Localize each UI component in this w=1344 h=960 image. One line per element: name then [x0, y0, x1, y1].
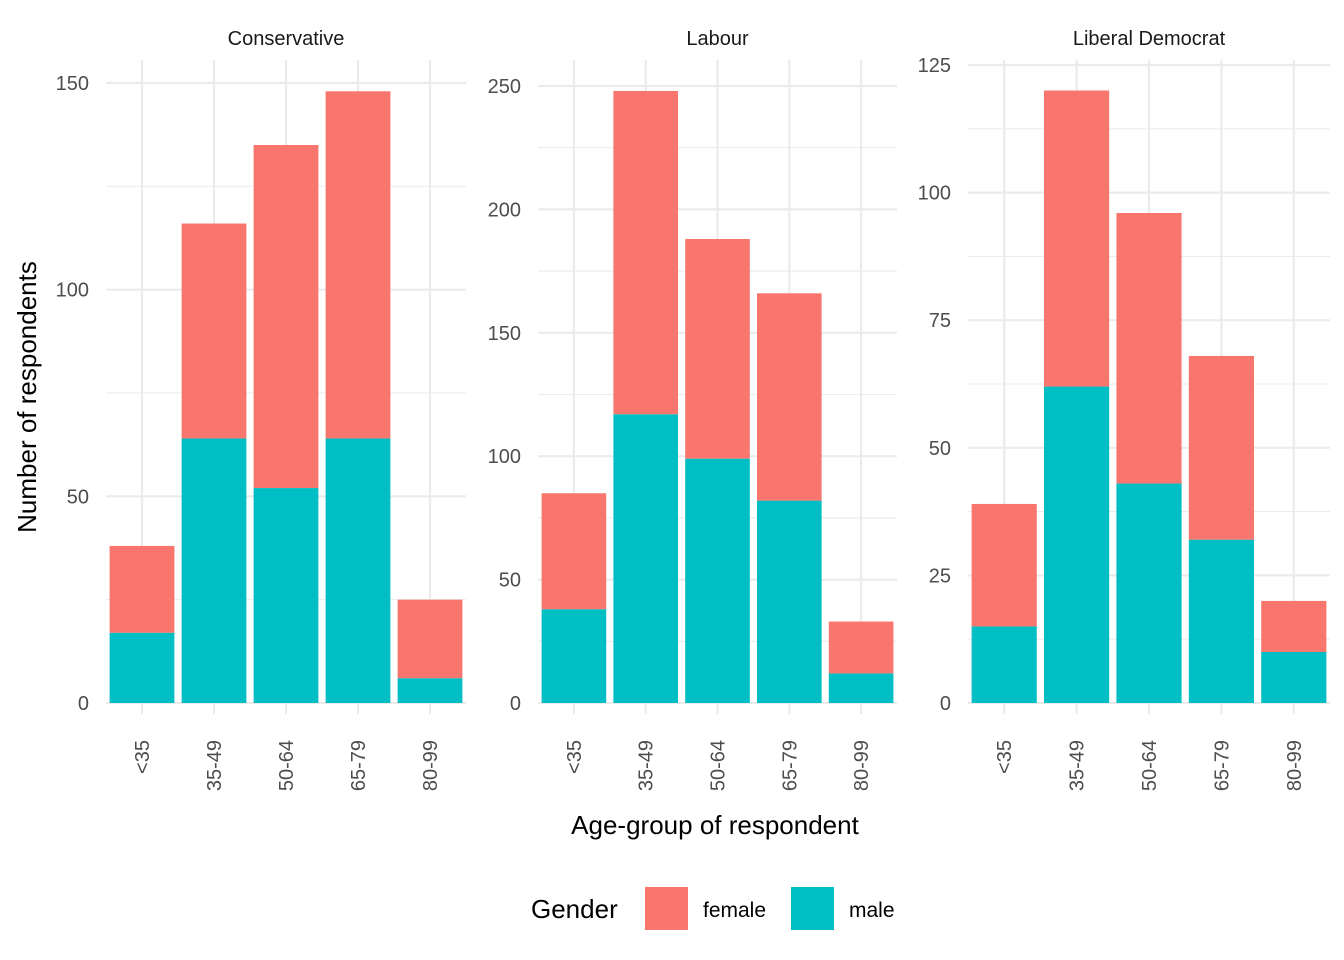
- bar-male: [1261, 651, 1327, 703]
- y-tick-label: 50: [499, 570, 521, 592]
- y-tick-label: 150: [56, 73, 89, 95]
- x-tick-label: 80-99: [851, 740, 873, 791]
- y-tick-label: 150: [488, 323, 521, 345]
- bar-male: [253, 488, 319, 703]
- bar-male: [109, 632, 175, 703]
- bar-female: [1116, 213, 1182, 484]
- bar-female: [397, 599, 463, 679]
- bar-male: [756, 500, 822, 703]
- bar-male: [325, 438, 391, 703]
- legend: Gender female male: [531, 887, 895, 930]
- panel-0: 0 50 100 150 <35 35-49 50-64 65-79 80-99 Conserva…: [56, 28, 466, 791]
- y-tick-label: 0: [78, 693, 89, 715]
- y-tick-label: 100: [56, 280, 89, 302]
- bar-female: [541, 493, 607, 610]
- legend-label-male: male: [849, 899, 895, 922]
- bar-female: [756, 293, 822, 501]
- x-tick-label: 50-64: [708, 740, 730, 791]
- y-tick-label: 0: [510, 693, 521, 715]
- bar-male: [685, 458, 750, 703]
- bar-male: [541, 609, 607, 703]
- bar-female: [685, 239, 750, 459]
- y-axis-title: Number of respondents: [12, 261, 42, 533]
- bar-female: [253, 145, 319, 489]
- legend-key-male: [791, 887, 834, 930]
- x-tick-label: 65-79: [348, 740, 370, 791]
- y-tick-label: 75: [929, 310, 951, 332]
- bar-female: [1261, 600, 1327, 652]
- y-tick-label: 0: [940, 693, 951, 715]
- legend-key-female: [645, 887, 688, 930]
- x-tick-label: 35-49: [204, 740, 226, 791]
- bar-male: [971, 626, 1037, 703]
- y-tick-label: 100: [918, 183, 951, 205]
- bar-female: [1188, 355, 1254, 540]
- bar-female: [109, 545, 175, 633]
- x-tick-label: 80-99: [1284, 740, 1306, 791]
- panel-2: 0 25 50 75 100 125 <35 35-49 50-64 65-79 80-99 Libe…: [918, 28, 1330, 791]
- legend-label-female: female: [703, 899, 766, 922]
- y-tick-label: 50: [929, 438, 951, 460]
- panel-1: 0 50 100 150 200 250 <35 35-49 50-64 65-79 80-99 La…: [488, 28, 897, 791]
- bar-male: [1044, 386, 1110, 703]
- y-tick-label: 50: [67, 486, 89, 508]
- x-tick-label: 50-64: [276, 740, 298, 791]
- bar-male: [1188, 539, 1254, 703]
- facet-title: Labour: [686, 28, 749, 50]
- x-tick-label: <35: [132, 740, 154, 774]
- x-tick-label: 35-49: [1067, 740, 1089, 791]
- bar-female: [1044, 90, 1110, 387]
- bar-female: [181, 223, 247, 439]
- y-tick-label: 25: [929, 565, 951, 587]
- facet-title: Liberal Democrat: [1073, 28, 1226, 50]
- x-tick-label: 50-64: [1139, 740, 1161, 791]
- y-tick-label: 125: [918, 55, 951, 77]
- y-tick-label: 200: [488, 199, 521, 221]
- bar-male: [828, 673, 894, 703]
- bar-female: [971, 503, 1037, 627]
- x-tick-label: 35-49: [636, 740, 658, 791]
- x-tick-label: 65-79: [779, 740, 801, 791]
- x-axis-title: Age-group of respondent: [571, 810, 859, 840]
- x-tick-label: 80-99: [420, 740, 442, 791]
- x-tick-label: <35: [564, 740, 586, 774]
- x-tick-label: <35: [994, 740, 1016, 774]
- bar-male: [1116, 483, 1182, 703]
- y-tick-label: 250: [488, 76, 521, 98]
- bar-male: [181, 438, 247, 703]
- chart-panels: 0 50 100 150 <35 35-49 50-64 65-79 80-99 Conserva…: [56, 28, 1330, 791]
- bar-female: [828, 621, 894, 674]
- bar-female: [613, 90, 679, 415]
- bar-male: [613, 414, 679, 703]
- y-tick-label: 100: [488, 446, 521, 468]
- bar-male: [397, 678, 463, 703]
- bar-female: [325, 91, 391, 439]
- legend-title: Gender: [531, 894, 618, 924]
- x-tick-label: 65-79: [1211, 740, 1233, 791]
- facet-title: Conservative: [228, 28, 345, 50]
